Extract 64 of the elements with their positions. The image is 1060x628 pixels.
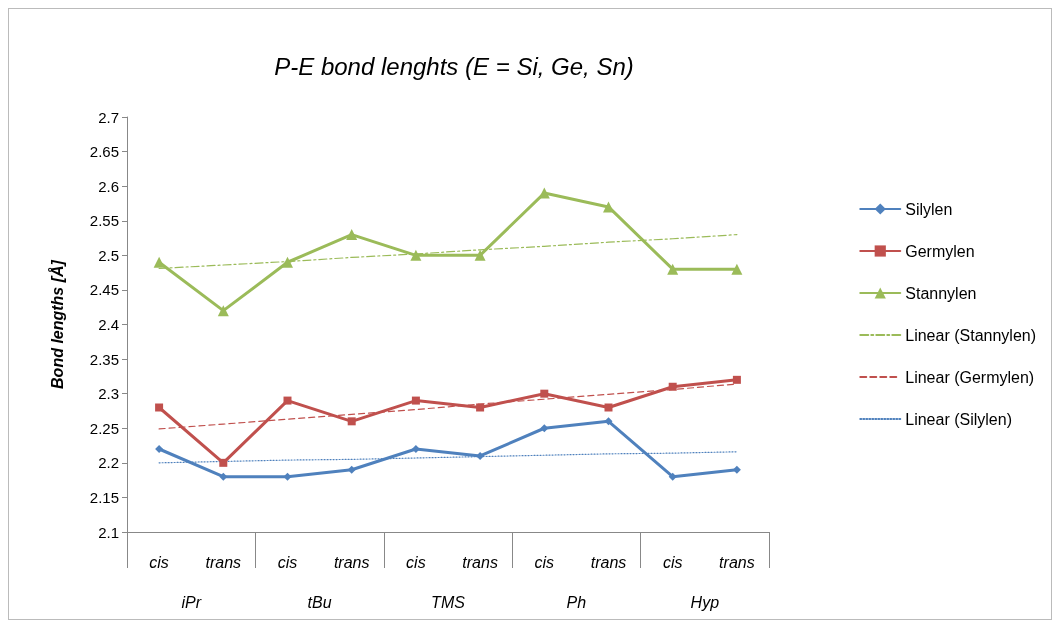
point: [219, 458, 228, 467]
point: [411, 396, 420, 405]
point: [411, 445, 420, 453]
y-tick-label: 2.1: [98, 523, 119, 541]
x-tick-label: cis: [662, 553, 683, 571]
y-tick-label: 2.4: [98, 316, 119, 333]
text: Ph: [566, 593, 587, 611]
point: [604, 417, 613, 426]
y-tick-label: 2.35: [89, 350, 119, 368]
point: [283, 396, 292, 405]
point: [476, 403, 485, 412]
x-tick-label: cis: [534, 553, 555, 571]
legend-label: Silylen: [905, 200, 953, 218]
y-tick-label: 2.3: [98, 385, 119, 403]
x-tick-label: cis: [406, 553, 426, 571]
y-tick-label: 2.6: [98, 177, 119, 195]
point: [731, 263, 743, 275]
point: [732, 465, 741, 474]
x-tick-label: cis: [149, 553, 169, 571]
point: [219, 472, 228, 481]
y-tick-label: 2.55: [89, 212, 119, 230]
point: [410, 249, 422, 261]
point: [347, 465, 356, 474]
point: [540, 424, 549, 433]
point: [603, 201, 614, 213]
point: [732, 375, 741, 384]
point: [283, 472, 292, 481]
point: [604, 403, 613, 412]
text: Hyp: [690, 593, 720, 611]
x-tick-label: trans: [590, 553, 627, 571]
legend-label: Linear (Silylen): [905, 410, 1012, 428]
legend-label: Germylen: [905, 242, 975, 260]
point: [667, 263, 679, 275]
point: [153, 256, 165, 268]
legend-label: Linear (Stannylen): [905, 326, 1037, 344]
y-tick-label: 2.7: [98, 108, 119, 126]
chart-title: P-E bond lenghts (E = Si, Ge, Sn): [274, 52, 634, 80]
legend-label: Stannylen: [905, 284, 977, 302]
y-axis-title: Bond lengths [Å]: [47, 259, 66, 389]
x-tick-label: trans: [205, 553, 242, 571]
text: iPr: [181, 593, 202, 611]
x-tick-label: cis: [277, 553, 298, 571]
point: [347, 417, 356, 426]
point: [668, 472, 677, 481]
point: [155, 403, 164, 412]
y-tick-label: 2.5: [98, 246, 119, 264]
point: [540, 389, 549, 398]
text: TMS: [431, 593, 466, 611]
y-tick-label: 2.25: [89, 419, 119, 437]
x-tick-label: trans: [719, 553, 755, 571]
point: [155, 445, 164, 453]
point: [474, 249, 486, 261]
x-tick-label: trans: [333, 553, 370, 571]
point: [217, 305, 229, 317]
legend-label: Linear (Germylen): [905, 368, 1035, 386]
x-tick-label: trans: [462, 553, 498, 571]
point: [282, 256, 293, 268]
y-tick-label: 2.65: [89, 143, 119, 161]
y-tick-label: 2.15: [89, 488, 119, 506]
text: tBu: [307, 593, 332, 611]
y-tick-label: 2.45: [89, 281, 119, 299]
y-tick-label: 2.2: [98, 454, 119, 472]
point: [346, 229, 358, 241]
point: [668, 382, 677, 391]
